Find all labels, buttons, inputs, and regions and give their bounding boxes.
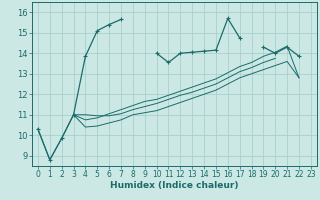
X-axis label: Humidex (Indice chaleur): Humidex (Indice chaleur) — [110, 181, 239, 190]
